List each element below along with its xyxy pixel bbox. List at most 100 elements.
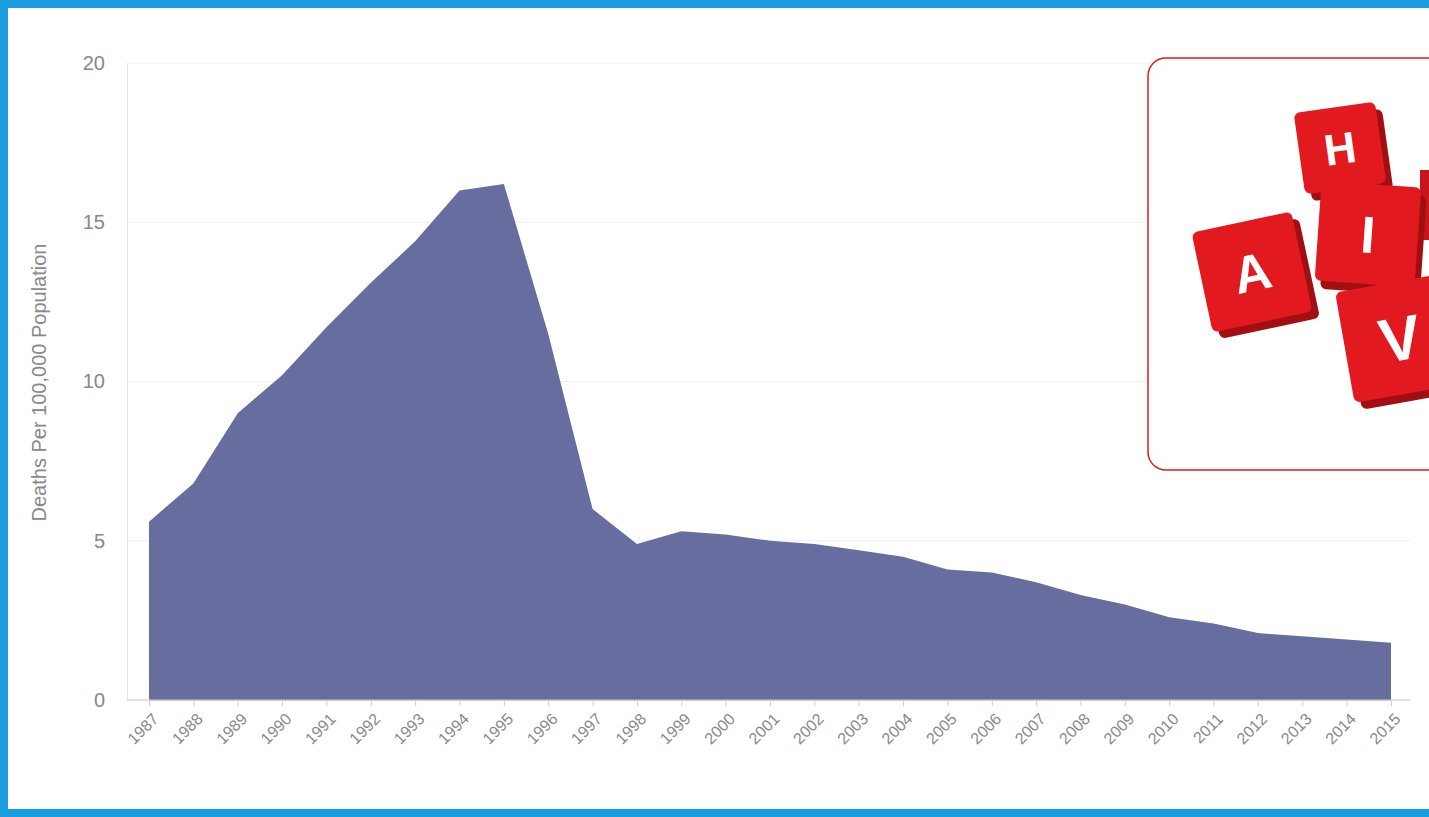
x-tick-label: 2003 xyxy=(834,710,871,747)
x-tick-mark xyxy=(903,700,904,706)
x-tick: 1993 xyxy=(391,700,428,747)
x-tick-mark xyxy=(1347,700,1348,706)
x-axis: 1987198819891990199119921993199419951996… xyxy=(124,700,1403,747)
x-tick-label: 2007 xyxy=(1012,710,1049,747)
x-tick-mark xyxy=(637,700,638,706)
x-tick-label: 1992 xyxy=(346,710,383,747)
x-tick-mark xyxy=(326,700,327,706)
x-tick: 2014 xyxy=(1322,700,1359,747)
x-tick: 1988 xyxy=(169,700,206,747)
x-tick-mark xyxy=(1302,700,1303,706)
x-tick-label: 1995 xyxy=(479,710,516,747)
x-tick: 2010 xyxy=(1145,700,1182,747)
x-tick-mark xyxy=(371,700,372,706)
cube: V xyxy=(1335,272,1429,411)
x-tick-label: 2009 xyxy=(1100,710,1137,747)
x-tick-mark xyxy=(415,700,416,706)
x-tick-label: 1987 xyxy=(124,710,161,747)
x-tick: 2013 xyxy=(1278,700,1315,747)
x-tick-label: 2001 xyxy=(745,710,782,747)
cube-face xyxy=(1335,273,1429,403)
x-tick-label: 2004 xyxy=(878,710,915,747)
x-tick: 1989 xyxy=(213,700,250,747)
y-tick-label: 5 xyxy=(94,530,105,552)
x-tick: 2005 xyxy=(923,700,960,747)
x-tick: 2006 xyxy=(967,700,1004,747)
x-tick-label: 2002 xyxy=(790,710,827,747)
x-tick-mark xyxy=(859,700,860,706)
x-tick-mark xyxy=(460,700,461,706)
x-tick: 1991 xyxy=(302,700,339,747)
x-tick-mark xyxy=(726,700,727,706)
x-tick: 2001 xyxy=(745,700,782,747)
cube-face xyxy=(1315,181,1422,288)
y-tick: 0 xyxy=(94,689,127,711)
x-tick: 1999 xyxy=(657,700,694,747)
y-axis: 0 5 10 15 20 xyxy=(83,52,128,711)
x-tick-label: 2005 xyxy=(923,710,960,747)
x-tick-label: 2008 xyxy=(1056,710,1093,747)
x-tick: 2004 xyxy=(878,700,915,747)
x-tick: 1994 xyxy=(435,700,472,747)
x-tick-mark xyxy=(193,700,194,706)
y-tick-label: 20 xyxy=(83,52,105,74)
annotation: I xyxy=(1359,205,1377,264)
x-tick-label: 2011 xyxy=(1190,710,1226,746)
x-tick-label: 1989 xyxy=(213,710,250,747)
y-tick: 15 xyxy=(83,211,127,233)
x-tick-mark xyxy=(1081,700,1082,706)
x-tick-label: 2014 xyxy=(1322,710,1359,747)
y-axis-line xyxy=(127,64,128,701)
x-tick-mark xyxy=(1258,700,1259,706)
x-tick-label: 1994 xyxy=(435,710,472,747)
x-tick-label: 2012 xyxy=(1233,710,1270,747)
y-tick: 10 xyxy=(83,370,127,392)
x-tick-mark xyxy=(548,700,549,706)
x-tick-mark xyxy=(504,700,505,706)
x-tick: 1998 xyxy=(612,700,649,747)
picture-frame xyxy=(1148,58,1429,470)
y-tick-label: 15 xyxy=(83,211,105,233)
x-tick: 1995 xyxy=(479,700,516,747)
x-tick-mark xyxy=(149,700,150,706)
annotation: H xyxy=(1321,122,1359,175)
x-tick: 1990 xyxy=(257,700,294,747)
y-tick: 20 xyxy=(83,52,127,74)
x-tick-mark xyxy=(282,700,283,706)
x-tick: 2015 xyxy=(1366,700,1403,747)
x-tick-mark xyxy=(1214,700,1215,706)
x-tick: 1992 xyxy=(346,700,383,747)
x-tick: 2011 xyxy=(1190,700,1226,746)
chart-svg: 0 5 10 15 20 19871988198919901991199219931994… xyxy=(0,0,1429,817)
x-tick-mark xyxy=(1036,700,1037,706)
x-tick: 1996 xyxy=(524,700,561,747)
x-tick-mark xyxy=(593,700,594,706)
y-tick-label: 10 xyxy=(83,370,105,392)
x-tick: 2009 xyxy=(1100,700,1137,747)
x-tick: 2003 xyxy=(834,700,871,747)
grid-line xyxy=(127,700,1410,701)
x-tick: 2007 xyxy=(1012,700,1049,747)
x-tick: 1997 xyxy=(568,700,605,747)
x-tick-label: 2010 xyxy=(1145,710,1182,747)
x-baseline xyxy=(127,700,1410,701)
y-axis-title: Deaths Per 100,000 Population xyxy=(28,244,50,522)
x-tick-mark xyxy=(1125,700,1126,706)
cube-group: H A IV xyxy=(1192,101,1429,411)
x-tick: 2012 xyxy=(1233,700,1270,747)
x-tick-label: 2013 xyxy=(1278,710,1315,747)
x-tick: 2000 xyxy=(701,700,738,747)
x-tick-label: 2000 xyxy=(701,710,738,747)
y-tick-label: 0 xyxy=(94,689,105,711)
x-tick: 1987 xyxy=(124,700,161,747)
annotation: A xyxy=(1228,240,1277,305)
picture-panel: H A IV xyxy=(1148,58,1429,470)
x-axis-line xyxy=(150,701,1392,707)
cube-face xyxy=(1192,212,1313,333)
y-tick: 5 xyxy=(94,530,127,552)
annotation: V xyxy=(1374,301,1427,376)
x-tick-mark xyxy=(992,700,993,706)
x-tick-label: 1993 xyxy=(391,710,428,747)
x-tick-label: 1999 xyxy=(657,710,694,747)
x-tick-label: 2015 xyxy=(1366,710,1403,747)
